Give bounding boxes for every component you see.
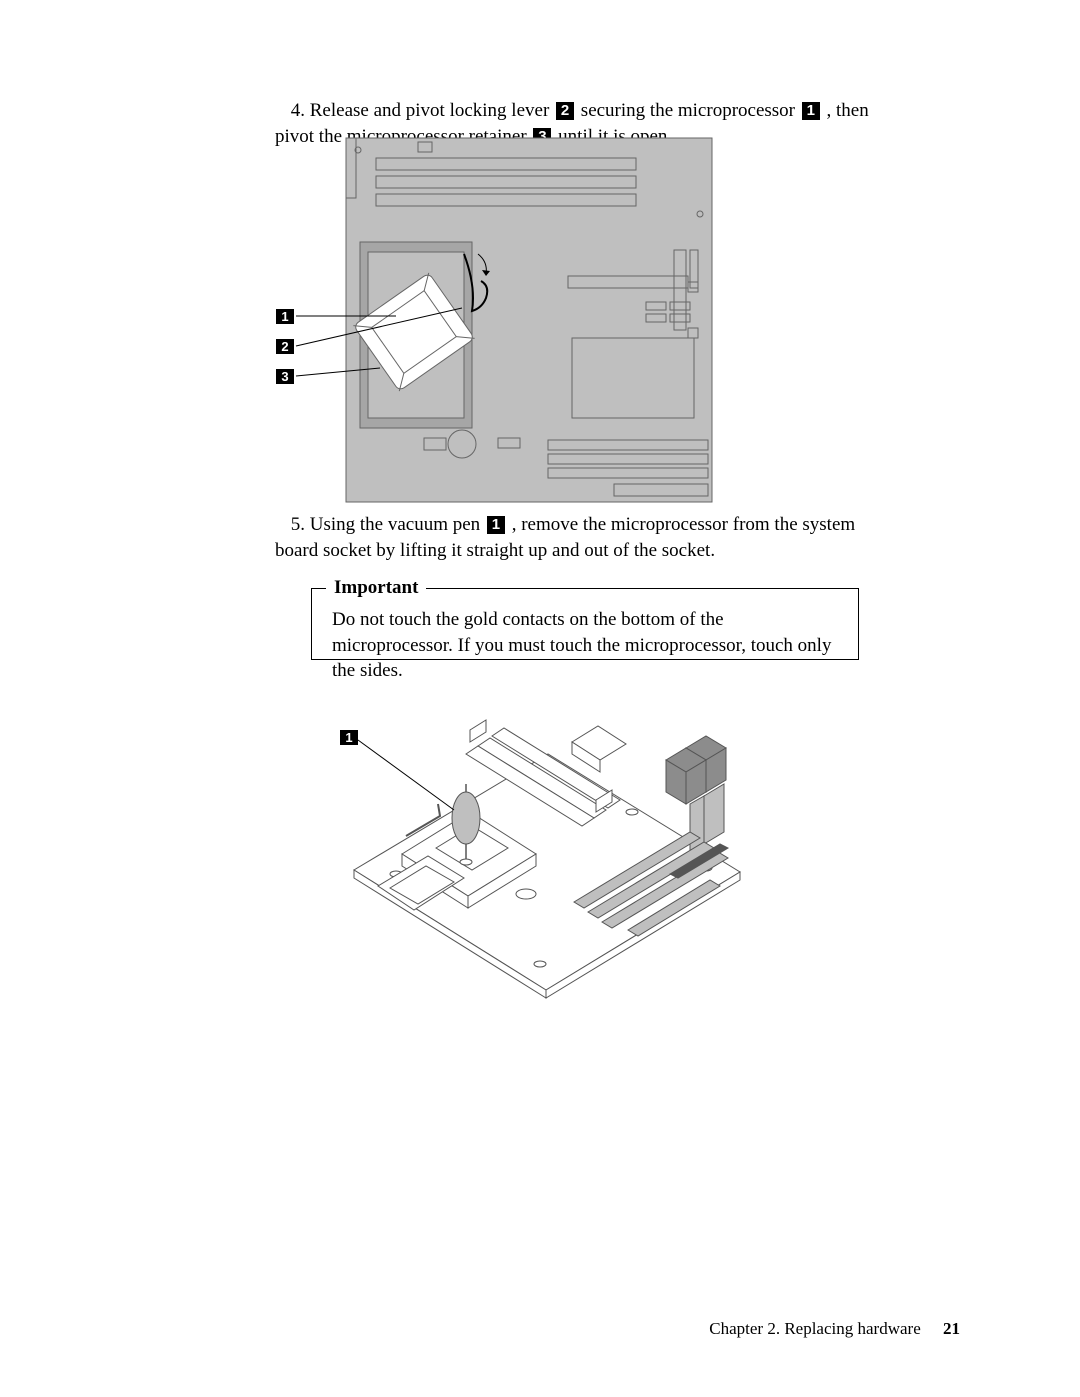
page-footer: Chapter 2. Replacing hardware 21 [709, 1319, 960, 1339]
badge-2-icon: 2 [556, 102, 574, 120]
important-box: Important Do not touch the gold contacts… [311, 588, 859, 660]
badge-1b-icon: 1 [487, 516, 505, 534]
step5-t1: Using the vacuum pen [310, 514, 480, 535]
callout-1-icon: 1 [276, 309, 294, 324]
step4-t2: securing the microprocessor [581, 100, 795, 121]
step4-t1: Release and pivot locking lever [310, 100, 550, 121]
step-5-number: 5. [275, 512, 305, 538]
badge-1-icon: 1 [802, 102, 820, 120]
important-legend: Important [326, 577, 426, 599]
step-5-text: Using the vacuum pen 1 , remove the micr… [275, 514, 855, 561]
diagram-2: 1 [310, 672, 750, 1002]
callout-1b-icon: 1 [340, 730, 358, 745]
step-4-number: 4. [275, 98, 305, 124]
footer-page-number: 21 [943, 1319, 960, 1338]
diagram-1: 1 2 3 [276, 136, 714, 506]
callout-3-icon: 3 [276, 369, 294, 384]
callout-2-icon: 2 [276, 339, 294, 354]
step-5: 5. Using the vacuum pen 1 , remove the m… [275, 512, 875, 563]
footer-chapter: Chapter 2. Replacing hardware [709, 1319, 920, 1338]
